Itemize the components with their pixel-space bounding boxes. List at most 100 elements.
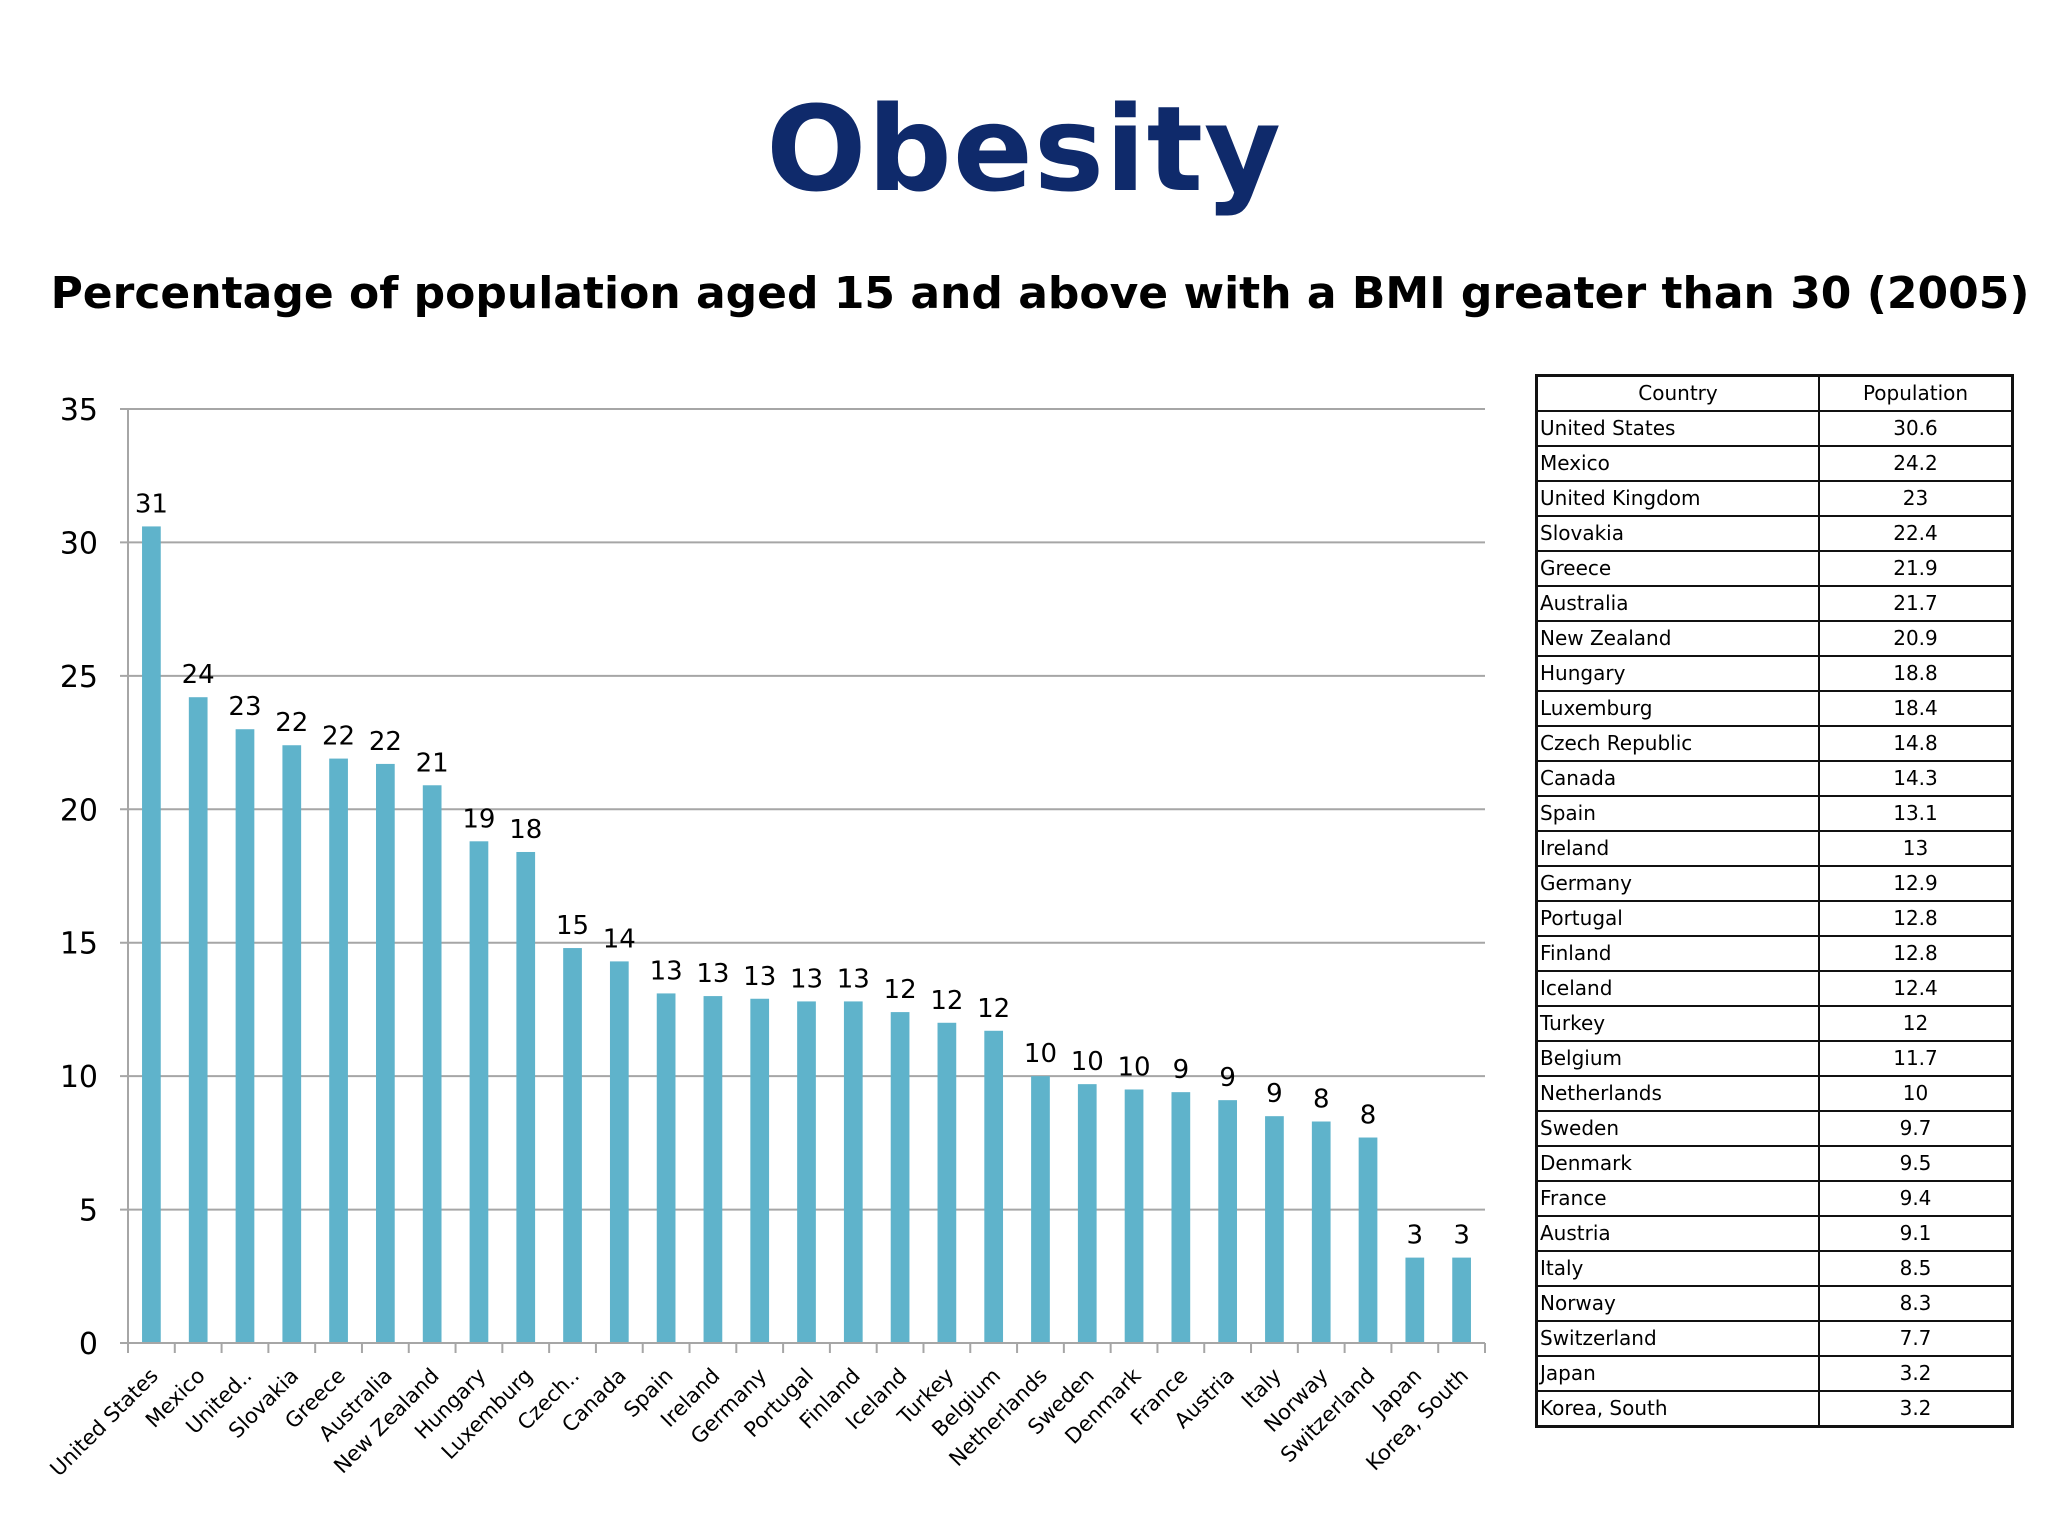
data-label: 10 — [1071, 1047, 1104, 1077]
table-row: Ireland 13 — [1535, 830, 2014, 867]
country-cell: Austria — [1535, 1215, 1820, 1252]
bar — [329, 758, 348, 1343]
x-axis-ticks: United StatesMexicoUnited..SlovakiaGreec… — [45, 1343, 1486, 1481]
data-label: 24 — [182, 660, 215, 690]
data-label: 23 — [228, 692, 261, 722]
bar — [1452, 1257, 1471, 1343]
country-cell: Sweden — [1535, 1110, 1820, 1147]
data-label: 9 — [1173, 1055, 1190, 1085]
country-cell: Denmark — [1535, 1145, 1820, 1182]
country-cell: Netherlands — [1535, 1075, 1820, 1112]
population-cell: 12.4 — [1818, 970, 2014, 1007]
bar — [1171, 1092, 1191, 1343]
data-label: 13 — [650, 956, 683, 986]
population-cell: 7.7 — [1818, 1320, 2014, 1357]
country-cell: Czech Republic — [1535, 725, 1820, 762]
table-row: United Kingdom 23 — [1535, 480, 2014, 517]
table-row: New Zealand 20.9 — [1535, 620, 2014, 657]
population-cell: 24.2 — [1818, 445, 2014, 482]
bar — [750, 998, 770, 1343]
chart-subtitle: Percentage of population aged 15 and abo… — [50, 268, 2030, 319]
bar — [1358, 1137, 1378, 1343]
data-label: 22 — [322, 722, 355, 752]
slide-title: Obesity — [766, 80, 1282, 218]
bar — [1405, 1257, 1425, 1343]
bar — [1077, 1084, 1097, 1343]
y-tick-label: 20 — [60, 793, 98, 828]
country-cell: Finland — [1535, 935, 1820, 972]
bar — [142, 526, 161, 1343]
data-label: 12 — [977, 994, 1010, 1024]
population-cell: 22.4 — [1818, 515, 2014, 552]
table-row: Canada 14.3 — [1535, 760, 2014, 797]
table-row: Switzerland 7.7 — [1535, 1320, 2014, 1357]
table-row: Belgium 11.7 — [1535, 1040, 2014, 1077]
population-cell: 12.8 — [1818, 900, 2014, 937]
table-row: Australia 21.7 — [1535, 585, 2014, 622]
country-cell: Turkey — [1535, 1005, 1820, 1042]
table-row: Slovakia 22.4 — [1535, 515, 2014, 552]
data-label: 31 — [135, 489, 168, 519]
country-cell: United States — [1535, 410, 1820, 447]
country-cell: Luxemburg — [1535, 690, 1820, 727]
bar — [376, 763, 395, 1343]
axes — [120, 409, 1485, 1344]
bar — [937, 1022, 957, 1343]
population-cell: 14.3 — [1818, 760, 2014, 797]
population-cell: 20.9 — [1818, 620, 2014, 657]
data-label: 3 — [1453, 1221, 1470, 1251]
table-row: Portugal 12.8 — [1535, 900, 2014, 937]
bar — [563, 948, 582, 1343]
bar — [1265, 1116, 1284, 1343]
data-label: 18 — [509, 815, 542, 845]
table-row: Iceland 12.4 — [1535, 970, 2014, 1007]
table-row: Austria 9.1 — [1535, 1215, 2014, 1252]
data-label: 13 — [790, 964, 823, 994]
table-row: Spain 13.1 — [1535, 795, 2014, 832]
table-row: Denmark 9.5 — [1535, 1145, 2014, 1182]
table-header-row: Country Population — [1535, 374, 2014, 412]
table-row: Japan 3.2 — [1535, 1355, 2014, 1392]
column-header-country: Country — [1535, 374, 1820, 412]
data-label: 12 — [884, 975, 917, 1005]
population-cell: 13 — [1818, 830, 2014, 867]
population-cell: 12 — [1818, 1005, 2014, 1042]
country-cell: Norway — [1535, 1285, 1820, 1322]
data-label: 10 — [1024, 1039, 1057, 1069]
table-row: France 9.4 — [1535, 1180, 2014, 1217]
bar — [188, 697, 208, 1343]
bar — [469, 841, 489, 1343]
table-row: Netherlands 10 — [1535, 1075, 2014, 1112]
data-label: 13 — [837, 964, 870, 994]
column-header-population: Population — [1818, 374, 2014, 412]
table-row: Czech Republic 14.8 — [1535, 725, 2014, 762]
country-cell: United Kingdom — [1535, 480, 1820, 517]
table-row: Korea, South 3.2 — [1535, 1390, 2014, 1428]
data-label: 13 — [743, 962, 776, 992]
population-cell: 18.4 — [1818, 690, 2014, 727]
bar — [1311, 1121, 1331, 1343]
population-cell: 9.5 — [1818, 1145, 2014, 1182]
country-cell: Belgium — [1535, 1040, 1820, 1077]
data-table: Country Population United States 30.6 Mexi… — [1535, 374, 2014, 1428]
bar — [797, 1001, 816, 1343]
country-cell: New Zealand — [1535, 620, 1820, 657]
y-tick-label: 5 — [79, 1194, 98, 1229]
table-row: Mexico 24.2 — [1535, 445, 2014, 482]
table-row: Luxemburg 18.4 — [1535, 690, 2014, 727]
table-row: Turkey 12 — [1535, 1005, 2014, 1042]
bar — [984, 1030, 1004, 1343]
table-row: Greece 21.9 — [1535, 550, 2014, 587]
y-axis-ticks: 0 5 10 15 20 25 30 35 — [60, 393, 98, 1362]
data-label: 19 — [462, 804, 495, 834]
country-cell: Italy — [1535, 1250, 1820, 1287]
bar — [1124, 1089, 1144, 1343]
population-cell: 9.4 — [1818, 1180, 2014, 1217]
country-cell: France — [1535, 1180, 1820, 1217]
data-label: 12 — [930, 986, 963, 1016]
table-row: Germany 12.9 — [1535, 865, 2014, 902]
table-row: Norway 8.3 — [1535, 1285, 2014, 1322]
bar — [422, 785, 442, 1343]
country-cell: Mexico — [1535, 445, 1820, 482]
population-cell: 23 — [1818, 480, 2014, 517]
